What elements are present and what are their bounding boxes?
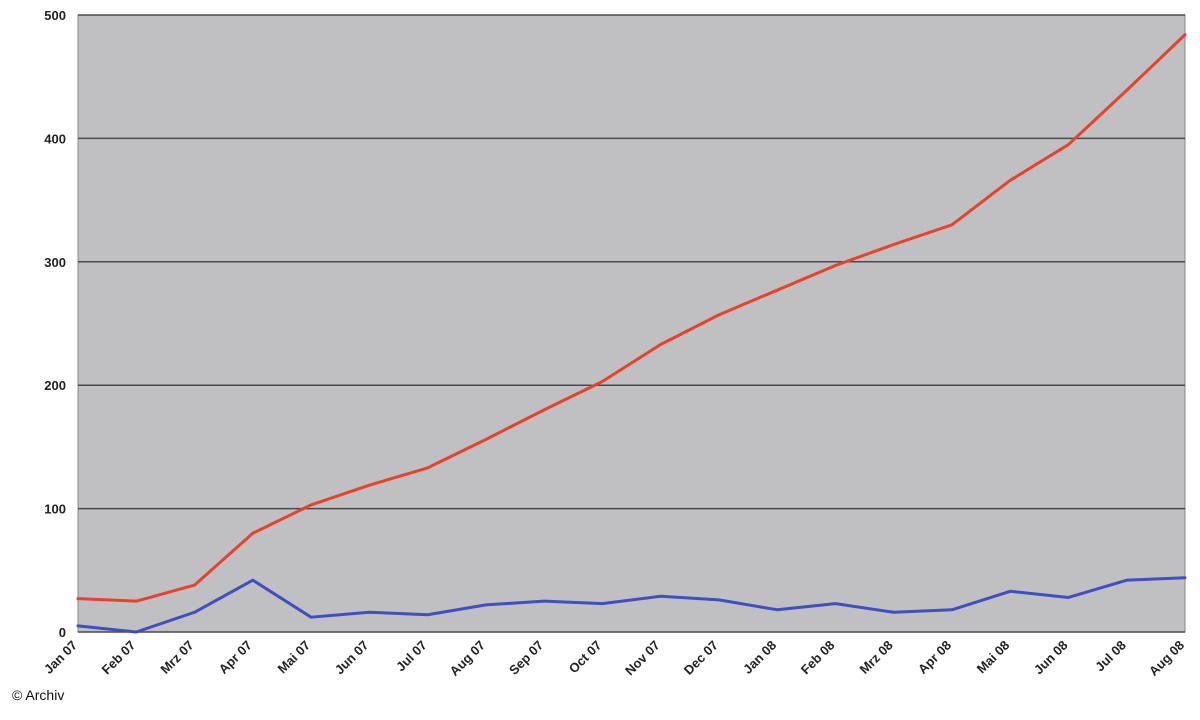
series-line xyxy=(76,33,1187,603)
x-tick-label: Apr 08 xyxy=(915,638,954,677)
y-tick-label: 500 xyxy=(44,8,66,23)
x-tick-label: Jan 08 xyxy=(740,638,779,677)
y-tick-label: 100 xyxy=(44,502,66,517)
x-tick-label: Nov 07 xyxy=(622,638,663,679)
x-tick-label: Sep 07 xyxy=(506,638,546,678)
y-tick-label: 300 xyxy=(44,255,66,270)
credit-background xyxy=(8,684,94,708)
x-tick-label: Oct 07 xyxy=(566,638,605,677)
x-tick-label: Mai 07 xyxy=(274,638,313,677)
x-tick-label: Apr 07 xyxy=(216,638,255,677)
x-tick-label: Mai 08 xyxy=(974,638,1013,677)
y-tick-label: 400 xyxy=(44,131,66,146)
y-tick-label: 200 xyxy=(44,378,66,393)
x-tick-label: Jan 07 xyxy=(41,638,80,677)
x-tick-label: Aug 07 xyxy=(447,638,488,679)
y-tick-label: 0 xyxy=(59,625,66,640)
x-tick-label: Mrz 07 xyxy=(157,638,196,677)
x-tick-label: Jul 07 xyxy=(393,638,430,675)
x-tick-label: Feb 07 xyxy=(99,638,139,678)
x-tick-label: Dec 07 xyxy=(681,638,721,678)
x-tick-label: Jun 08 xyxy=(1031,638,1071,678)
x-tick-label: Jul 08 xyxy=(1092,638,1129,675)
series-line xyxy=(76,576,1187,634)
credit: © Archiv xyxy=(12,687,64,703)
x-tick-label: Jun 07 xyxy=(332,638,372,678)
x-tick-label: Mrz 08 xyxy=(857,638,896,677)
x-tick-label: Aug 08 xyxy=(1146,638,1187,679)
x-tick-label: Feb 08 xyxy=(798,638,838,678)
